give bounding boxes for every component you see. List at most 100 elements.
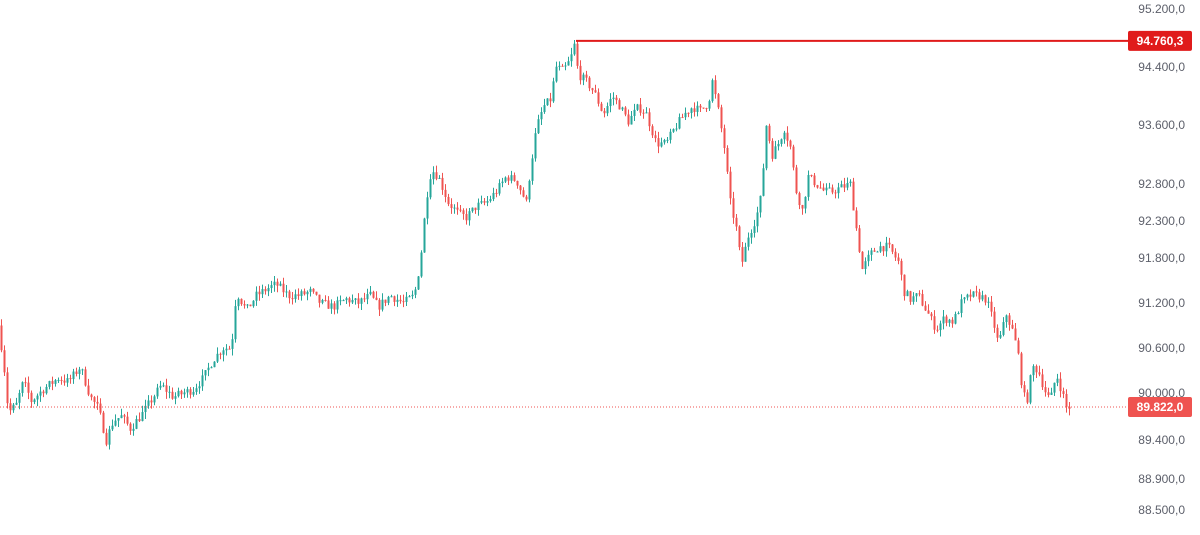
- candle-body: [729, 171, 732, 199]
- candle-body: [186, 389, 189, 393]
- candle: [807, 170, 810, 201]
- candle: [885, 236, 888, 257]
- candle: [462, 208, 465, 220]
- candle-body: [456, 207, 459, 210]
- candle-body: [630, 115, 633, 125]
- last-price-label: 89.822,0: [1137, 400, 1184, 414]
- price-axis[interactable]: 95.200,0 94.400,0 93.600,0 92.800,0 92.300,0…: [1138, 2, 1185, 517]
- candle-body: [423, 218, 426, 253]
- candle: [333, 301, 336, 315]
- candle-body: [660, 142, 663, 147]
- candle: [723, 124, 726, 154]
- candle: [90, 393, 93, 401]
- candle-body: [885, 242, 888, 252]
- candle: [666, 137, 669, 144]
- candle-body: [915, 293, 918, 297]
- candle-body: [105, 432, 108, 445]
- candle: [990, 295, 993, 317]
- candle-body: [141, 412, 144, 422]
- candle-body: [288, 291, 291, 299]
- candle-body: [147, 400, 150, 406]
- candle: [687, 112, 690, 118]
- candle: [1050, 387, 1053, 395]
- candle: [357, 293, 360, 309]
- candle-body: [705, 108, 708, 110]
- candle: [303, 288, 306, 296]
- candle: [84, 366, 87, 387]
- candle: [468, 208, 471, 226]
- candle: [423, 217, 426, 253]
- candle-body: [171, 391, 174, 399]
- candle: [282, 277, 285, 298]
- candle-body: [39, 391, 42, 396]
- candle: [1053, 382, 1056, 396]
- candle-body: [1044, 387, 1047, 393]
- candle-body: [594, 90, 597, 93]
- candle: [57, 377, 60, 383]
- candle-body: [459, 209, 462, 211]
- candle-body: [609, 98, 612, 107]
- candle-body: [120, 415, 123, 419]
- candle: [792, 144, 795, 171]
- candle: [912, 292, 915, 305]
- candle-body: [810, 175, 813, 177]
- candle: [1011, 319, 1014, 330]
- candle: [360, 297, 363, 311]
- candle-body: [921, 294, 924, 306]
- candle: [660, 137, 663, 148]
- candle: [78, 366, 81, 380]
- candle: [915, 293, 918, 302]
- candle-body: [66, 378, 69, 383]
- candle-body: [927, 310, 930, 314]
- candle-body: [438, 177, 441, 179]
- candle-body: [825, 187, 828, 191]
- candle: [21, 381, 24, 397]
- candle: [1014, 323, 1017, 341]
- candle: [39, 386, 42, 402]
- candle-body: [495, 192, 498, 194]
- candle: [978, 288, 981, 303]
- candle: [27, 376, 30, 400]
- candle: [750, 229, 753, 244]
- candle: [711, 78, 714, 103]
- candle-body: [645, 112, 648, 114]
- candle: [204, 369, 207, 381]
- candle-body: [387, 296, 390, 303]
- candle: [402, 294, 405, 308]
- candle-body: [351, 299, 354, 303]
- candle-body: [276, 281, 279, 286]
- candle-body: [486, 201, 489, 203]
- candle: [366, 288, 369, 305]
- candle-body: [63, 380, 66, 383]
- candle-body: [372, 291, 375, 298]
- candle: [987, 297, 990, 309]
- candle-body: [117, 418, 120, 421]
- candle-body: [30, 392, 33, 403]
- candle-body: [435, 172, 438, 179]
- candle: [1026, 389, 1029, 405]
- candle-body: [270, 285, 273, 289]
- candle-body: [132, 428, 135, 431]
- candle-body: [858, 228, 861, 252]
- candle-body: [555, 66, 558, 82]
- candle-body: [1053, 382, 1056, 393]
- candle-body: [963, 297, 966, 300]
- candle: [852, 177, 855, 211]
- candle-body: [159, 385, 162, 388]
- candle: [294, 289, 297, 303]
- candle-body: [99, 403, 102, 413]
- candle-body: [84, 369, 87, 386]
- candle: [600, 101, 603, 112]
- candle-body: [1014, 328, 1017, 341]
- candle: [75, 367, 78, 377]
- candle-body: [537, 119, 540, 134]
- candle: [591, 87, 594, 94]
- candle: [393, 295, 396, 307]
- candle-body: [1038, 372, 1041, 375]
- candle-body: [606, 106, 609, 114]
- candle-body: [783, 132, 786, 140]
- candle-body: [1017, 340, 1020, 354]
- candle: [390, 294, 393, 298]
